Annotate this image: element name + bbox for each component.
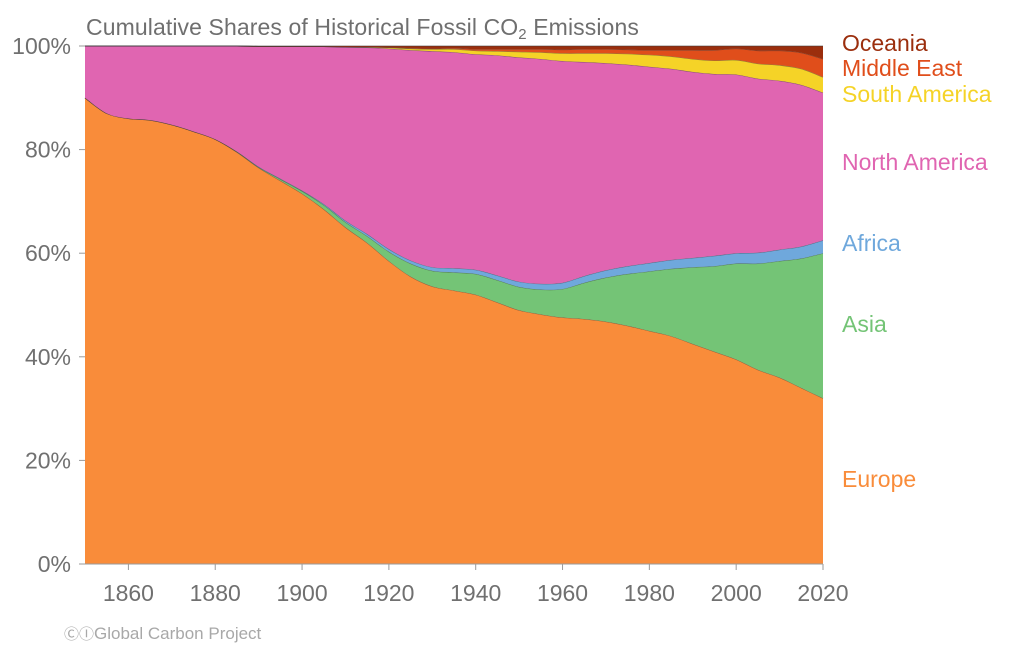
y-tick-label: 80% xyxy=(25,137,71,163)
x-tick-label: 1980 xyxy=(624,580,675,606)
title-tail: Emissions xyxy=(526,14,639,40)
area-middle-east xyxy=(85,45,823,78)
x-tick-label: 2000 xyxy=(711,580,762,606)
area-north-america xyxy=(85,45,823,284)
area-oceania xyxy=(85,45,823,59)
label-north-america: North America xyxy=(842,149,988,175)
chart-title: Cumulative Shares of Historical Fossil C… xyxy=(86,14,639,43)
area-europe xyxy=(85,97,823,565)
x-tick-label: 1880 xyxy=(190,580,241,606)
label-asia: Asia xyxy=(842,311,887,337)
area-asia xyxy=(85,97,823,399)
x-tick-label: 1920 xyxy=(363,580,414,606)
title-main: Cumulative Shares of Historical Fossil C… xyxy=(86,14,519,40)
area-south-america xyxy=(85,45,823,93)
x-tick-label: 1900 xyxy=(276,580,327,606)
stacked-areas xyxy=(84,45,824,565)
x-tick-label: 1940 xyxy=(450,580,501,606)
x-tick-label: 1960 xyxy=(537,580,588,606)
y-tick-label: 60% xyxy=(25,240,71,266)
y-tick-label: 20% xyxy=(25,447,71,473)
y-tick-label: 100% xyxy=(12,33,71,59)
label-south-america: South America xyxy=(842,81,992,107)
credit-line: ⒸⒾGlobal Carbon Project xyxy=(64,623,261,644)
title-subscript: 2 xyxy=(518,26,527,43)
label-oceania: Oceania xyxy=(842,30,928,56)
cc-license-icon: ⒸⒾ xyxy=(64,626,95,643)
label-middle-east: Middle East xyxy=(842,55,963,81)
x-tick-label: 2020 xyxy=(797,580,848,606)
y-tick-label: 0% xyxy=(38,551,71,577)
credit-text: Global Carbon Project xyxy=(94,624,262,643)
x-tick-label: 1860 xyxy=(103,580,154,606)
label-europe: Europe xyxy=(842,466,917,492)
label-africa: Africa xyxy=(842,230,901,256)
y-tick-label: 40% xyxy=(25,344,71,370)
axes: 1860 1880 1900 1920 1940 1960 1980 2000 2020 0% 20… xyxy=(12,33,848,606)
